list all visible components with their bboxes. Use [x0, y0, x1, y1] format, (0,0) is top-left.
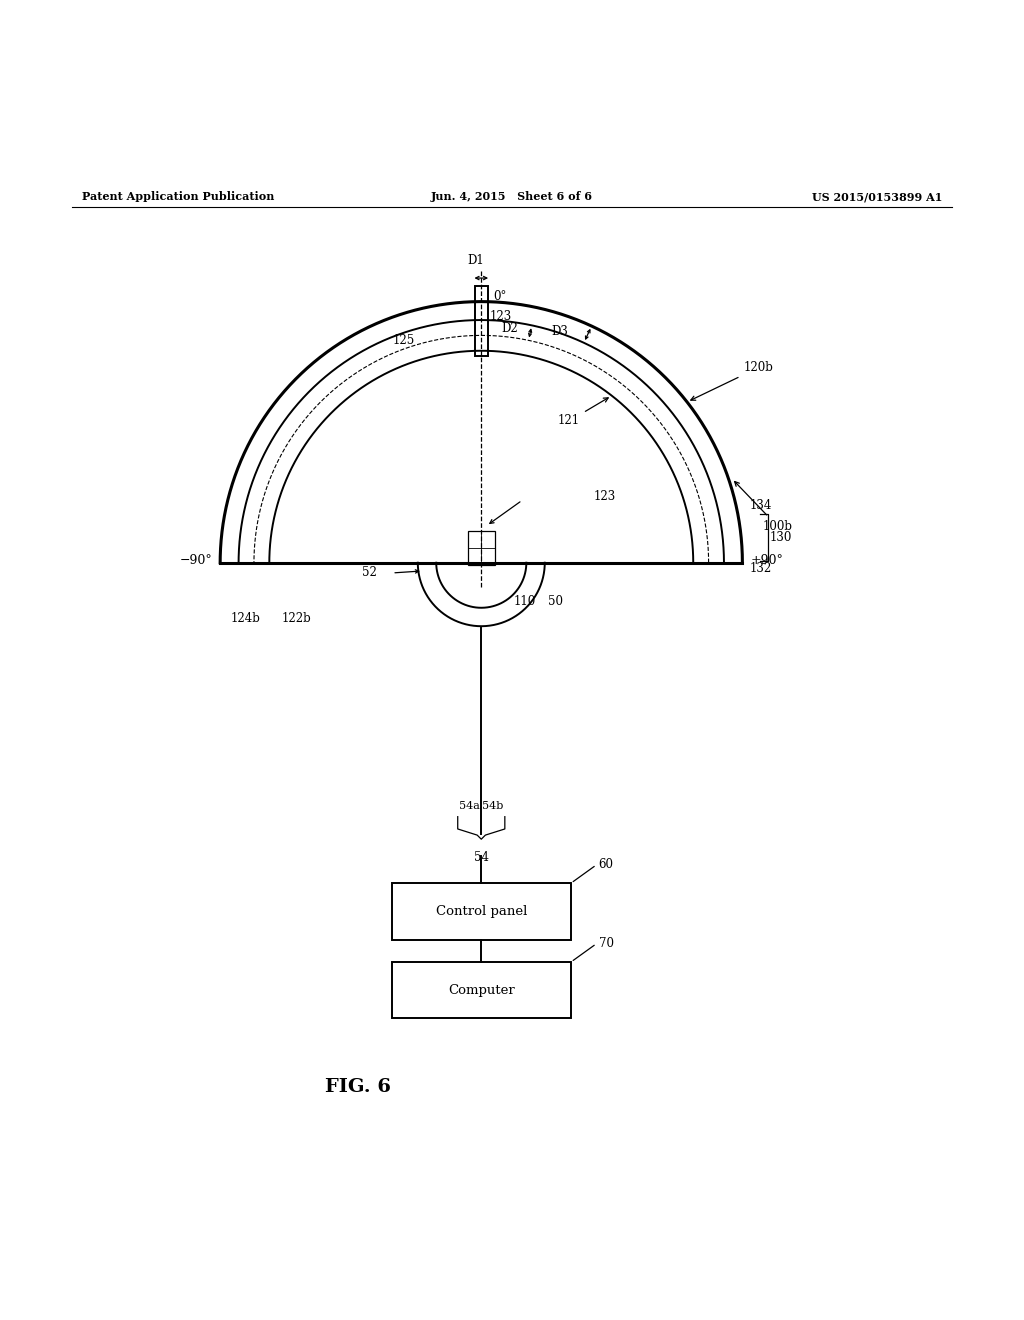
Text: Control panel: Control panel	[435, 906, 527, 917]
Text: 0°: 0°	[494, 290, 507, 304]
Bar	[474, 286, 487, 356]
Text: Patent Application Publication: Patent Application Publication	[82, 191, 274, 202]
Text: 123: 123	[489, 310, 512, 323]
Text: 100b: 100b	[734, 482, 793, 533]
Bar	[391, 883, 570, 940]
Text: 110: 110	[514, 595, 537, 609]
Text: 50: 50	[548, 595, 563, 609]
Text: +90°: +90°	[751, 554, 783, 568]
Text: 124b: 124b	[230, 612, 261, 624]
Bar	[468, 531, 495, 565]
Text: D1: D1	[468, 253, 484, 267]
Text: 121: 121	[558, 397, 608, 428]
Text: 125: 125	[392, 334, 415, 347]
Text: 132: 132	[750, 562, 772, 576]
Text: 134: 134	[750, 499, 772, 512]
Text: D2: D2	[502, 322, 518, 335]
Text: 130: 130	[770, 531, 793, 544]
Text: 123: 123	[594, 490, 616, 503]
Text: 54: 54	[474, 851, 488, 865]
Text: US 2015/0153899 A1: US 2015/0153899 A1	[812, 191, 942, 202]
Text: 54a: 54a	[459, 800, 480, 810]
Text: 70: 70	[598, 937, 613, 950]
Text: 52: 52	[361, 566, 377, 579]
Text: −90°: −90°	[179, 554, 212, 568]
Text: 60: 60	[598, 858, 613, 871]
Text: 54b: 54b	[482, 800, 504, 810]
Text: Computer: Computer	[447, 983, 515, 997]
Text: Jun. 4, 2015   Sheet 6 of 6: Jun. 4, 2015 Sheet 6 of 6	[431, 191, 593, 202]
Text: 122b: 122b	[282, 612, 312, 624]
Text: D3: D3	[552, 325, 568, 338]
Text: FIG. 6: FIG. 6	[326, 1078, 391, 1096]
Text: 120b: 120b	[691, 362, 773, 400]
Bar	[391, 962, 570, 1019]
